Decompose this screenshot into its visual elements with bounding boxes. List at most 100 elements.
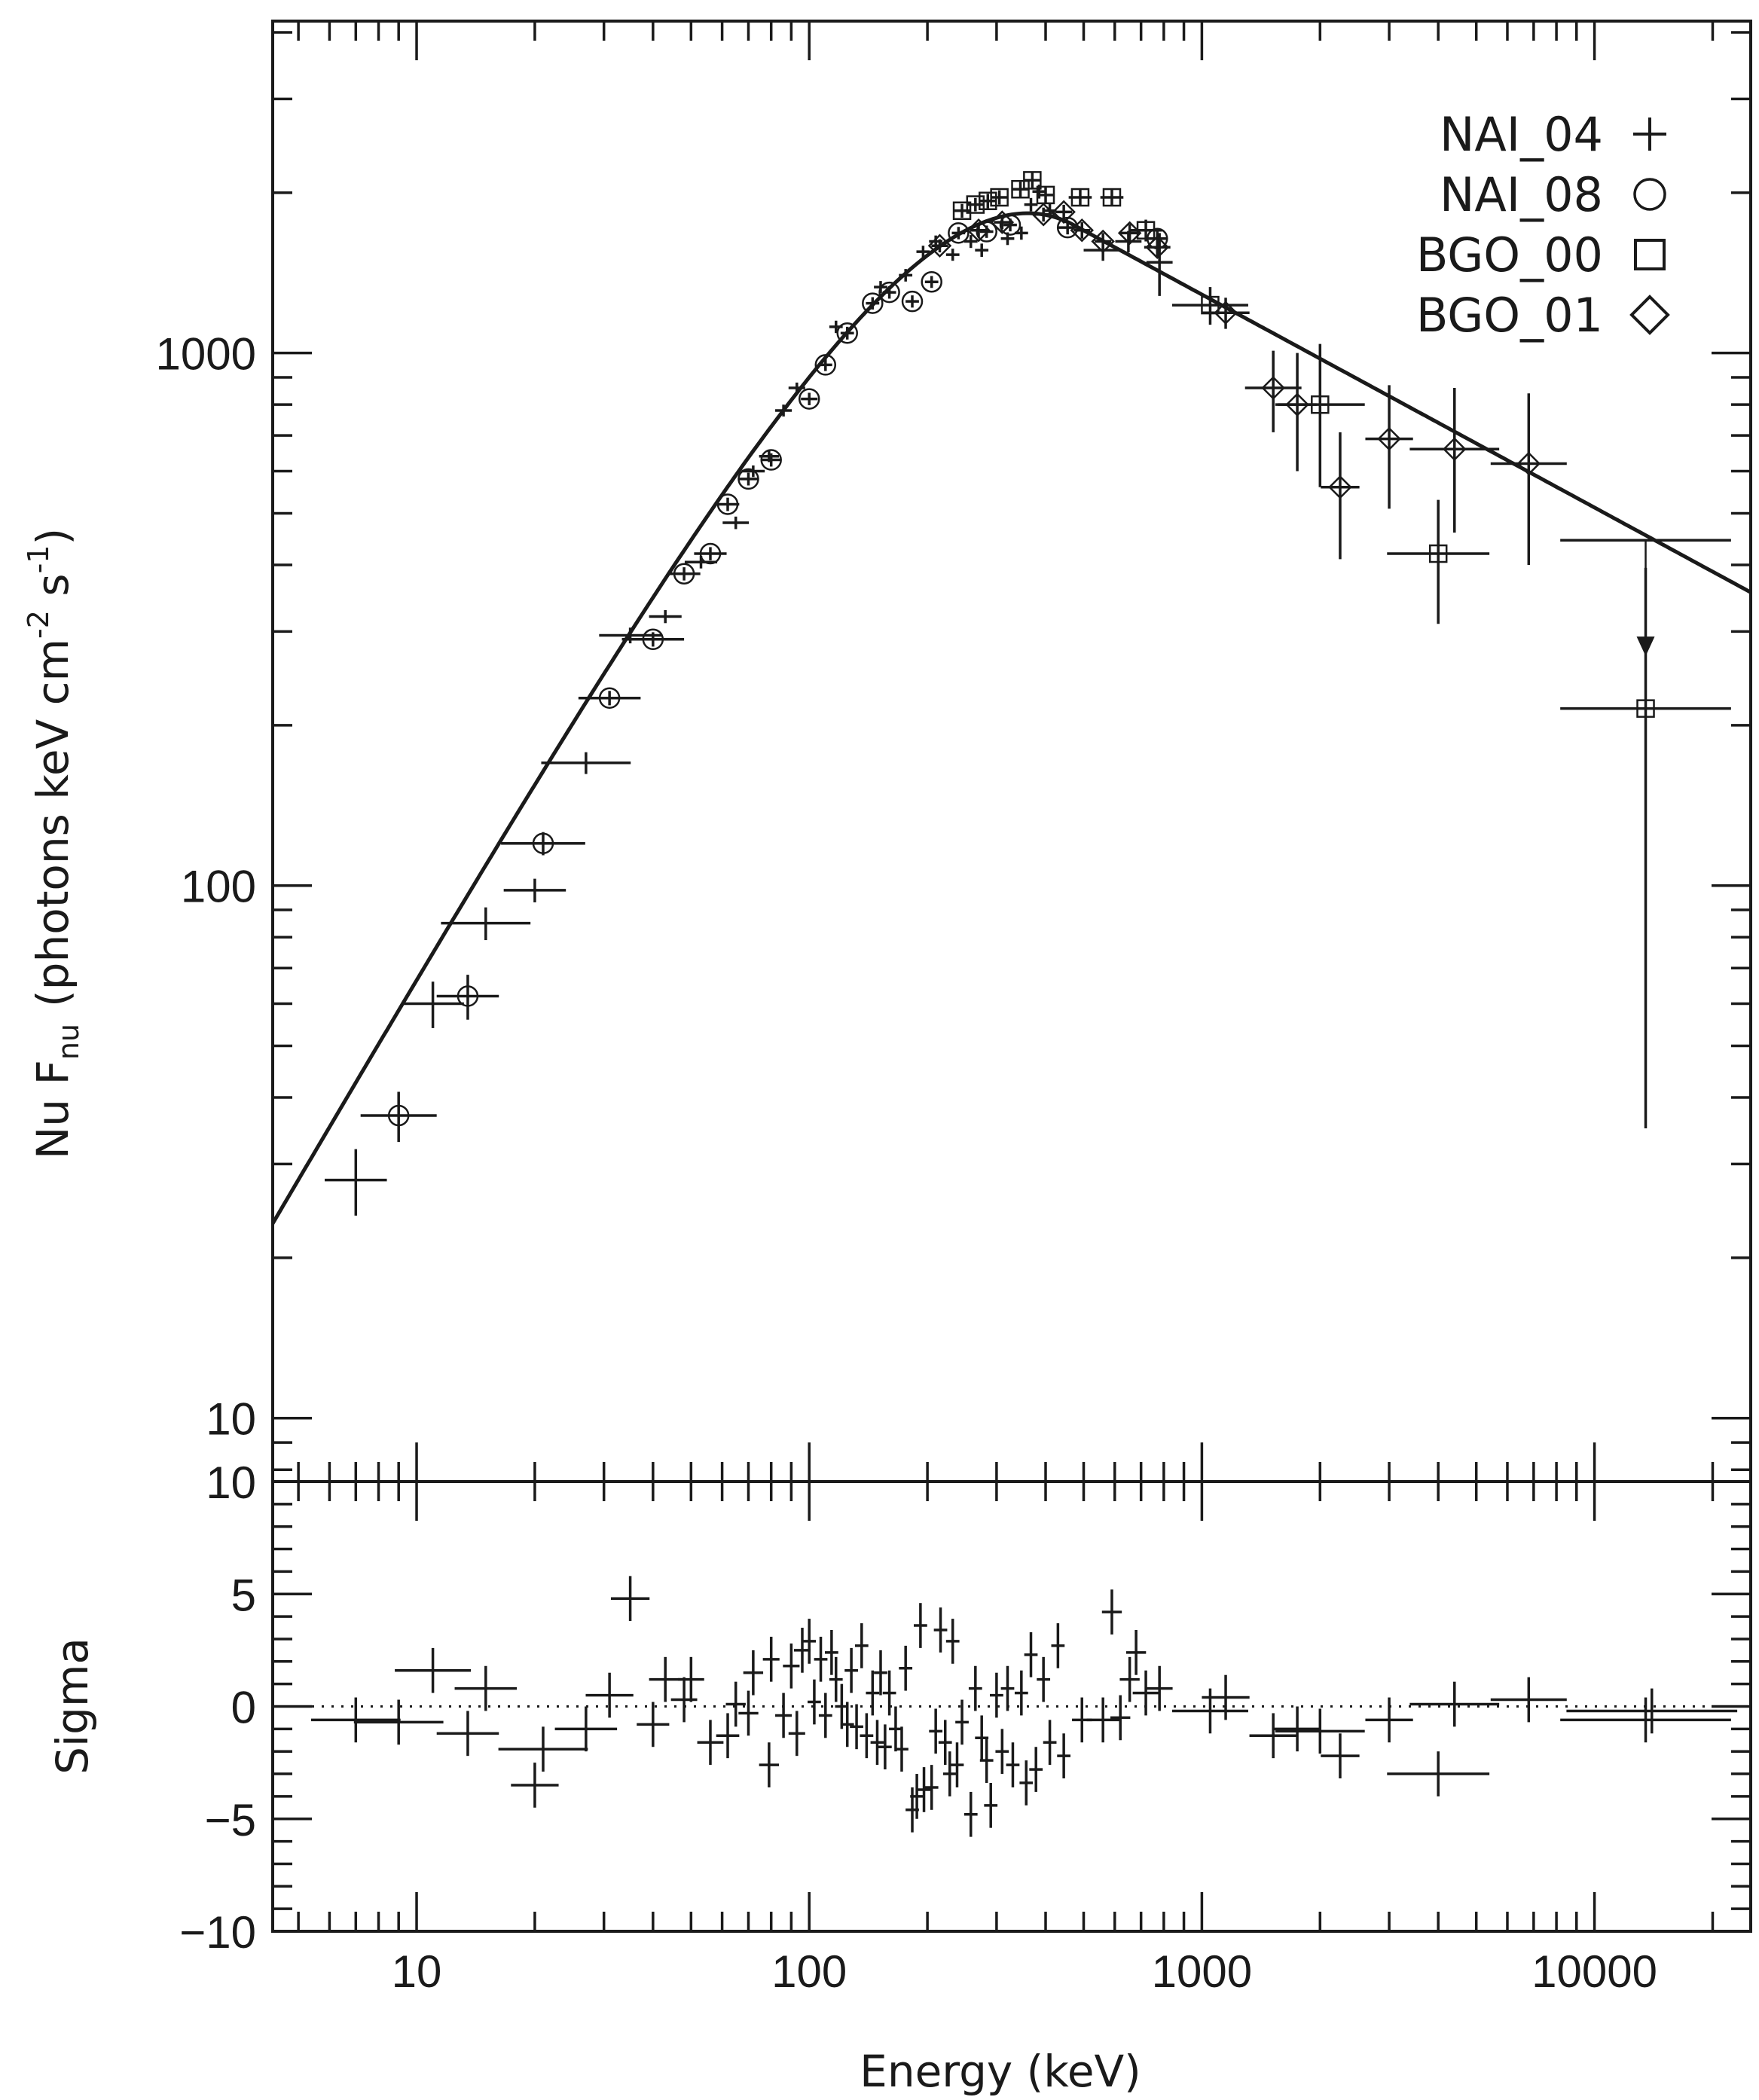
diamond-marker [1377, 426, 1401, 451]
data-point-bgo-00 [1068, 188, 1092, 207]
residual-point [649, 1656, 682, 1702]
residual-point [454, 1665, 518, 1711]
residual-point [1014, 1670, 1028, 1716]
data-point-bgo-01 [1070, 218, 1095, 243]
data-point-nai-04 [788, 382, 805, 394]
diamond-marker [1328, 475, 1352, 499]
diamond-marker [990, 210, 1015, 234]
residual-point [1273, 1706, 1321, 1752]
data-point-nai-08 [760, 449, 782, 471]
residual-point [498, 1726, 588, 1772]
residual-point [1119, 1656, 1140, 1702]
residual-point [1249, 1713, 1297, 1759]
data-point-nai-04 [963, 235, 978, 249]
data-point-nai-08 [694, 542, 727, 565]
data-point-nai-04 [722, 516, 750, 530]
diamond-marker [1261, 376, 1285, 400]
square-marker [1102, 188, 1122, 207]
residual-tick-labels: 10 5 0 −5 −10 10 100 1000 10000 [179, 1457, 1657, 1997]
residual-point [979, 1738, 994, 1783]
residual-point [889, 1706, 902, 1752]
diamond-marker [1214, 301, 1238, 325]
data-point-nai-04 [541, 752, 631, 774]
data-point-nai-04 [975, 243, 989, 258]
x-tick-label: 10000 [1531, 1946, 1657, 1997]
residual-point [854, 1623, 869, 1668]
data-point-bgo-01 [1278, 353, 1317, 472]
data-point-nai-04 [503, 878, 566, 902]
residual-point [738, 1690, 759, 1736]
residual-point [808, 1679, 821, 1725]
residual-point [860, 1713, 874, 1759]
residual-point [814, 1636, 828, 1682]
residual-point [933, 1607, 948, 1653]
residual-point [697, 1720, 724, 1766]
data-point-nai-08 [578, 687, 641, 709]
diamond-marker [1091, 229, 1115, 254]
residual-point [1125, 1630, 1147, 1675]
data-point-bgo-01 [1490, 393, 1567, 566]
residual-point [1387, 1751, 1490, 1796]
residual-point [870, 1720, 884, 1766]
data-point-bgo-01 [1144, 235, 1171, 259]
residual-point [844, 1647, 858, 1693]
legend-diamond-icon [1629, 295, 1670, 335]
data-point-nai-08 [621, 628, 685, 651]
legend-label: BGO_00 [1416, 227, 1603, 282]
residual-point [850, 1704, 863, 1750]
residual-point [1560, 1697, 1731, 1743]
residual-point [677, 1656, 704, 1702]
circle-marker [699, 542, 722, 565]
circle-marker [760, 449, 782, 471]
residual-point [511, 1763, 559, 1808]
y-tick-label: 10 [206, 1457, 256, 1508]
circle-marker [387, 1104, 410, 1127]
residual-point [990, 1672, 1003, 1718]
data-point-nai-04 [775, 404, 792, 417]
square-marker [966, 195, 985, 214]
circle-marker [798, 388, 820, 410]
residual-point [878, 1724, 892, 1770]
data-point-nai-08 [948, 222, 970, 244]
square-marker [979, 191, 997, 211]
circle-marker [862, 292, 884, 314]
residual-point [913, 1603, 927, 1648]
residual-point [895, 1726, 909, 1772]
square-marker [1428, 544, 1448, 563]
residual-point [554, 1706, 618, 1752]
data-point-nai-08 [716, 493, 740, 515]
data-point-bgo-00 [1100, 188, 1124, 207]
circle-marker [878, 281, 900, 304]
circle-marker [737, 468, 759, 490]
data-point-bgo-01 [1321, 432, 1360, 560]
residual-point [637, 1702, 670, 1747]
residual-point [1057, 1733, 1071, 1779]
diamond-marker [1145, 235, 1170, 259]
residual-point [866, 1670, 880, 1716]
data-point-bgo-01 [927, 234, 952, 258]
residual-tick-marks [273, 1482, 1751, 1933]
data-point-bgo-01 [1091, 229, 1115, 254]
data-point-bgo-00 [1560, 567, 1731, 1129]
residual-point [802, 1619, 817, 1664]
data-point-bgo-00 [1129, 219, 1162, 242]
residual-point [1409, 1681, 1500, 1727]
data-point-nai-04 [649, 610, 682, 624]
residual-point [963, 1791, 978, 1837]
residual-point [950, 1742, 964, 1787]
data-point-nai-08 [798, 388, 820, 410]
residual-point [788, 1711, 805, 1757]
circle-marker [901, 290, 924, 313]
residual-point [929, 1708, 943, 1754]
circle-marker [948, 222, 970, 244]
residual-point [1365, 1697, 1413, 1743]
residual-point [1024, 1631, 1038, 1677]
residual-point [829, 1656, 843, 1702]
spectrum-tick-marks [273, 21, 1751, 1482]
residual-point [1019, 1760, 1034, 1805]
spectrum-y-tick-labels: 10 100 1000 [156, 329, 256, 1445]
square-marker [1070, 188, 1090, 207]
residual-point [1101, 1589, 1122, 1635]
residual-point [759, 1742, 780, 1787]
